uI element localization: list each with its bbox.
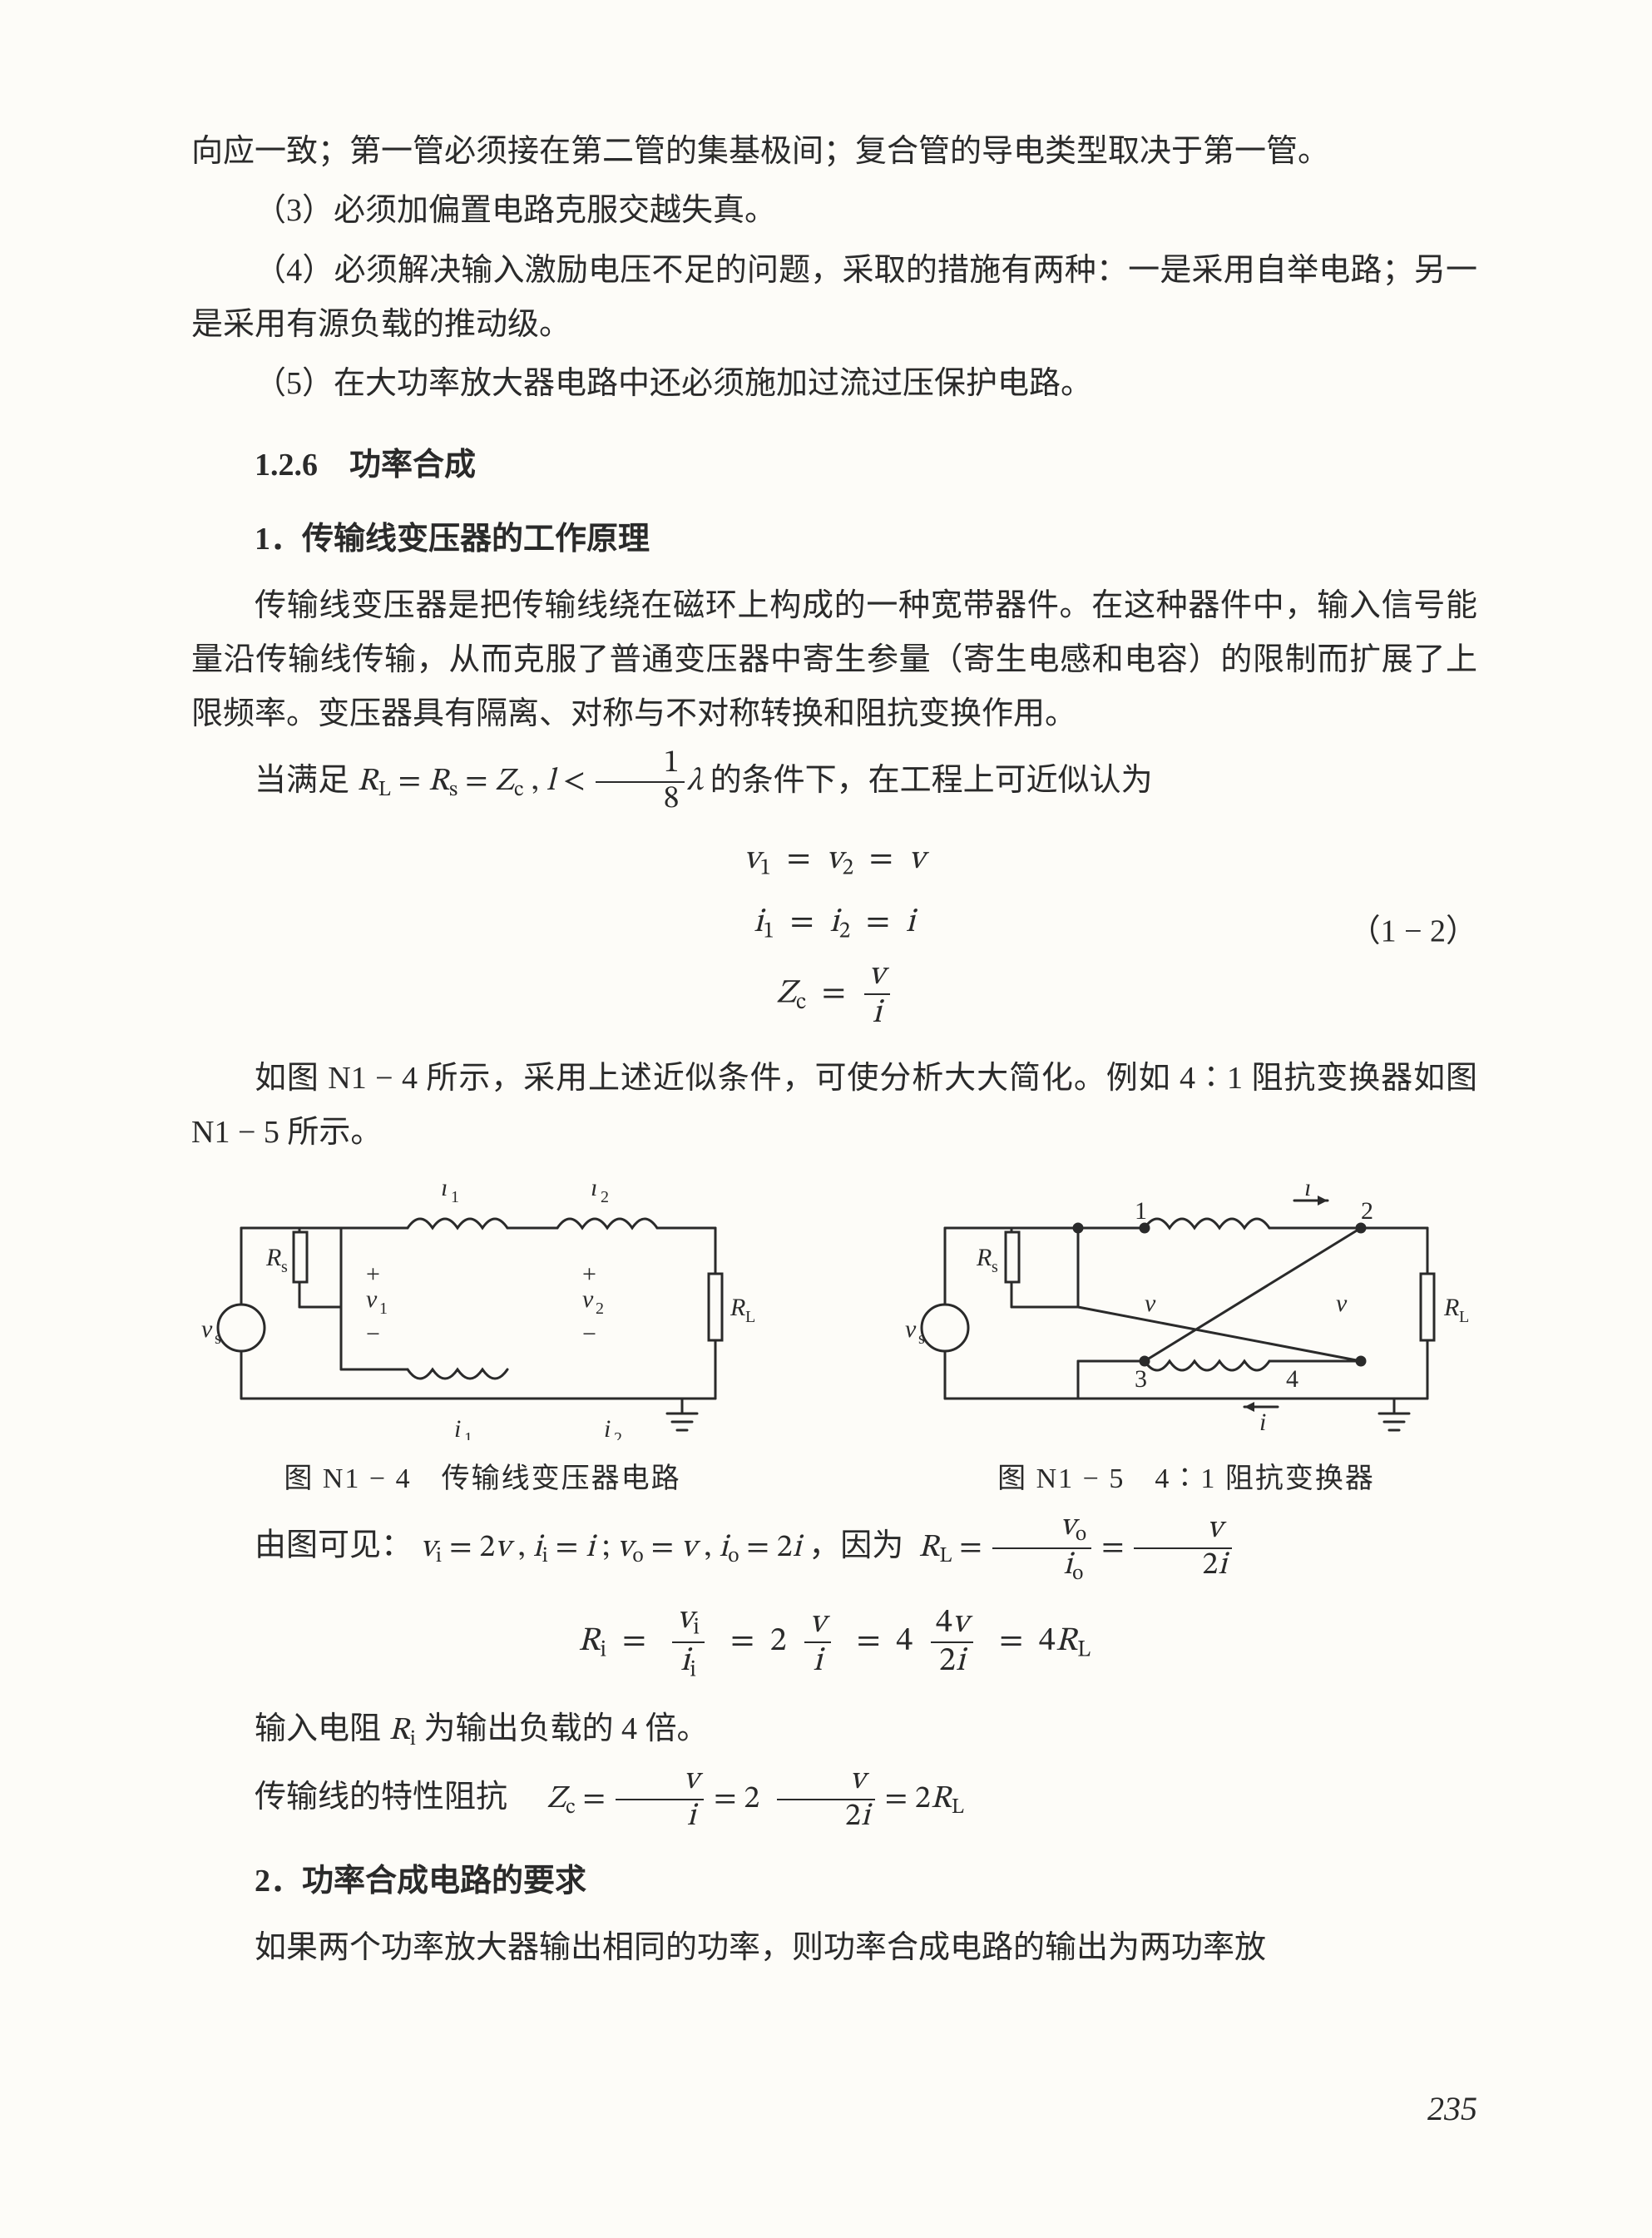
paragraph: （5）在大功率放大器电路中还必须施加过流过压保护电路。 <box>191 357 1477 411</box>
paragraph-with-math: 输入电阻 Ri 为输出负载的 4 倍。 <box>191 1702 1477 1759</box>
svg-text:i: i <box>454 1415 461 1440</box>
svg-text:4: 4 <box>1286 1365 1298 1393</box>
svg-text:v: v <box>201 1315 213 1343</box>
svg-text:2: 2 <box>601 1188 609 1206</box>
svg-text:v: v <box>1336 1290 1348 1317</box>
svg-text:1: 1 <box>451 1188 459 1206</box>
svg-text:R: R <box>976 1244 992 1271</box>
figure-caption: 图 N1 − 5 4∶1 阻抗变换器 <box>895 1455 1477 1503</box>
svg-text:s: s <box>992 1258 998 1276</box>
equation-block: v1 = v2 = v i1 = i2 = i Zc = vi （1 − 2） <box>191 831 1477 1032</box>
paragraph: 如果两个功率放大器输出相同的功率，则功率合成电路的输出为两功率放 <box>191 1921 1477 1975</box>
equation-line: v1 = v2 = v <box>191 831 1477 889</box>
svg-text:2: 2 <box>1361 1197 1373 1225</box>
circuit-diagram-icon: Rs vs RL + v1 − + v2 − i1 i2 i1 i2 <box>191 1182 774 1440</box>
svg-text:L: L <box>1459 1308 1469 1326</box>
text: 当满足 <box>255 762 358 797</box>
svg-text:L: L <box>745 1308 755 1326</box>
svg-text:i: i <box>441 1182 448 1201</box>
subsection-heading: 2．功率合成电路的要求 <box>191 1854 1477 1909</box>
inline-equation: Ri <box>389 1716 416 1747</box>
paragraph-with-math: 当满足 RL = Rs = Zc , l < 18λ 的条件下，在工程上可近似认… <box>191 747 1477 819</box>
svg-text:v: v <box>582 1285 594 1313</box>
svg-text:1: 1 <box>379 1300 388 1318</box>
svg-text:+: + <box>366 1260 380 1288</box>
paragraph-with-math: 传输线的特性阻抗 Zc = vi = 2 v2i = 2RL <box>191 1764 1477 1835</box>
svg-text:−: − <box>366 1320 380 1348</box>
equation-number: （1 − 2） <box>1349 904 1477 958</box>
equation-line: Zc = vi <box>191 957 1477 1032</box>
section-heading: 1.2.6 功率合成 <box>191 438 1477 493</box>
figures-row: Rs vs RL + v1 − + v2 − i1 i2 i1 i2 图 N1 … <box>191 1182 1477 1503</box>
svg-text:i: i <box>1259 1409 1266 1436</box>
subsection-heading: 1．传输线变压器的工作原理 <box>191 512 1477 567</box>
svg-text:R: R <box>265 1244 281 1271</box>
circuit-diagram-icon: Rs vs RL i i v v 1 2 3 4 <box>895 1182 1477 1440</box>
text: 为输出负载的 4 倍。 <box>423 1711 708 1746</box>
svg-text:−: − <box>582 1320 596 1348</box>
paragraph: 传输线变压器是把传输线绕在磁环上构成的一种宽带器件。在这种器件中，输入信号能量沿… <box>191 579 1477 742</box>
svg-text:s: s <box>918 1329 925 1348</box>
figure-n1-4: Rs vs RL + v1 − + v2 − i1 i2 i1 i2 图 N1 … <box>191 1182 774 1503</box>
text: 输入电阻 <box>255 1711 389 1746</box>
svg-text:i: i <box>1304 1182 1311 1201</box>
svg-text:s: s <box>281 1258 288 1276</box>
text: 由图可见： <box>255 1528 413 1563</box>
paragraph: 向应一致；第一管必须接在第二管的集基极间；复合管的导电类型取决于第一管。 <box>191 125 1477 179</box>
figure-n1-5: Rs vs RL i i v v 1 2 3 4 图 N1 − 5 4∶1 阻抗… <box>895 1182 1477 1503</box>
paragraph: （3）必须加偏置电路克服交越失真。 <box>191 184 1477 238</box>
svg-text:R: R <box>730 1294 745 1321</box>
page: 向应一致；第一管必须接在第二管的集基极间；复合管的导电类型取决于第一管。 （3）… <box>0 0 1652 2238</box>
equation-line: i1 = i2 = i <box>191 894 1477 952</box>
page-number: 235 <box>1427 2081 1477 2138</box>
inline-equation: RL = Rs = Zc , l < 18λ <box>358 766 710 798</box>
inline-equation: Zc = vi = 2 v2i = 2RL <box>547 1784 964 1815</box>
figure-caption: 图 N1 − 4 传输线变压器电路 <box>191 1455 774 1503</box>
paragraph-with-math: 由图可见： vi = 2v , ii = i ; vo = v , io = 2… <box>191 1510 1477 1586</box>
text: 传输线的特性阻抗 <box>255 1780 539 1815</box>
svg-text:3: 3 <box>1135 1365 1147 1393</box>
svg-text:1: 1 <box>464 1429 472 1440</box>
svg-text:v: v <box>1145 1290 1156 1317</box>
equation-display: Ri = viii = 2 vi = 4 4v2i = 4RL <box>191 1601 1477 1683</box>
svg-text:i: i <box>604 1415 611 1440</box>
svg-text:s: s <box>215 1329 221 1348</box>
paragraph: （4）必须解决输入激励电压不足的问题，采取的措施有两种：一是采用自举电路；另一是… <box>191 244 1477 353</box>
svg-text:2: 2 <box>596 1300 604 1318</box>
svg-text:v: v <box>905 1315 917 1343</box>
svg-text:+: + <box>582 1260 596 1288</box>
svg-text:1: 1 <box>1135 1197 1147 1225</box>
svg-text:R: R <box>1443 1294 1459 1321</box>
text: 的条件下，在工程上可近似认为 <box>710 762 1153 797</box>
paragraph: 如图 N1 − 4 所示，采用上述近似条件，可使分析大大简化。例如 4∶1 阻抗… <box>191 1052 1477 1161</box>
svg-text:2: 2 <box>614 1429 622 1440</box>
svg-text:i: i <box>591 1182 597 1201</box>
svg-text:v: v <box>366 1285 378 1313</box>
inline-equation: vi = 2v , ii = i ; vo = v , io = 2i ，因为 … <box>421 1532 1235 1564</box>
